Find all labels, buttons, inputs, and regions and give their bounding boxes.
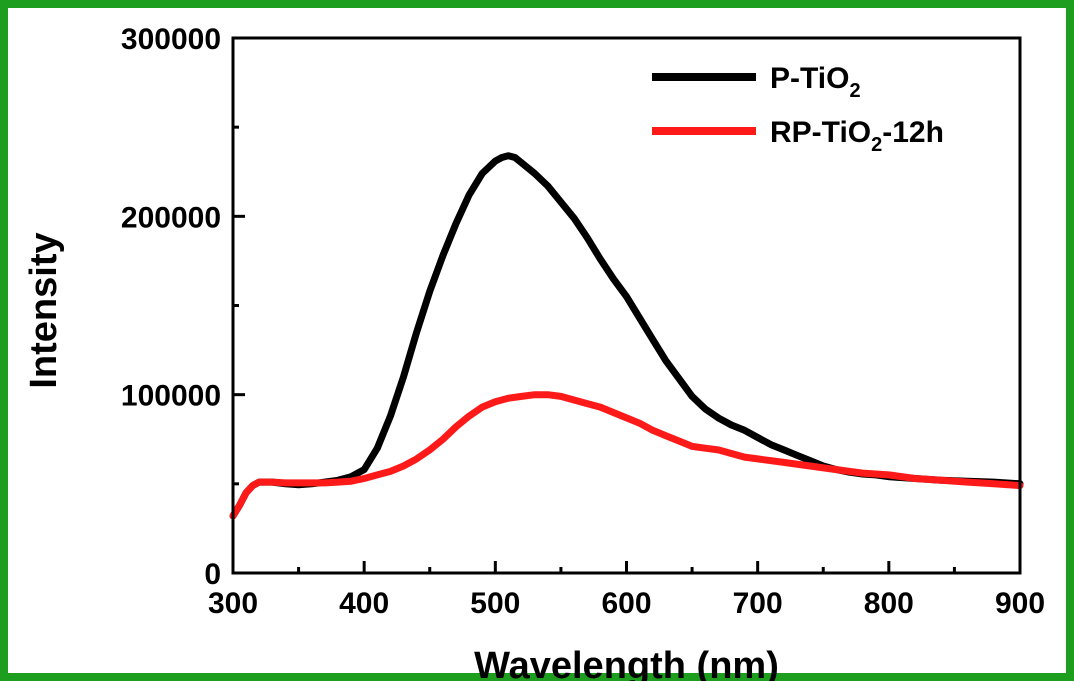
legend-label-1: P-TiO2 [770, 62, 861, 102]
tick-labels-layer: 300 400 500 600 700 800 900 0 100000 200000 300000 [121, 23, 1045, 620]
y-axis-title: Intensity [23, 232, 65, 388]
x-tick-label: 400 [339, 587, 389, 620]
x-tick-label: 600 [601, 587, 651, 620]
series-line-2 [229, 391, 1024, 520]
y-tick-label: 100000 [121, 380, 221, 413]
y-tick-label: 200000 [121, 201, 221, 234]
series-line-1 [229, 152, 1024, 520]
x-tick-label: 700 [733, 587, 783, 620]
y-tick-label: 0 [204, 558, 221, 591]
x-tick-label: 500 [470, 587, 520, 620]
x-axis-title: Wavelength (nm) [474, 645, 779, 681]
ticks-layer [231, 36, 1022, 575]
series-layer [229, 152, 1024, 520]
y-tick-label: 300000 [121, 23, 221, 56]
x-tick-label: 300 [208, 587, 258, 620]
legend: P-TiO2 RP-TiO2-12h [652, 62, 944, 156]
legend-label-2: RP-TiO2-12h [770, 116, 944, 156]
x-tick-label: 900 [995, 587, 1045, 620]
x-tick-label: 800 [864, 587, 914, 620]
